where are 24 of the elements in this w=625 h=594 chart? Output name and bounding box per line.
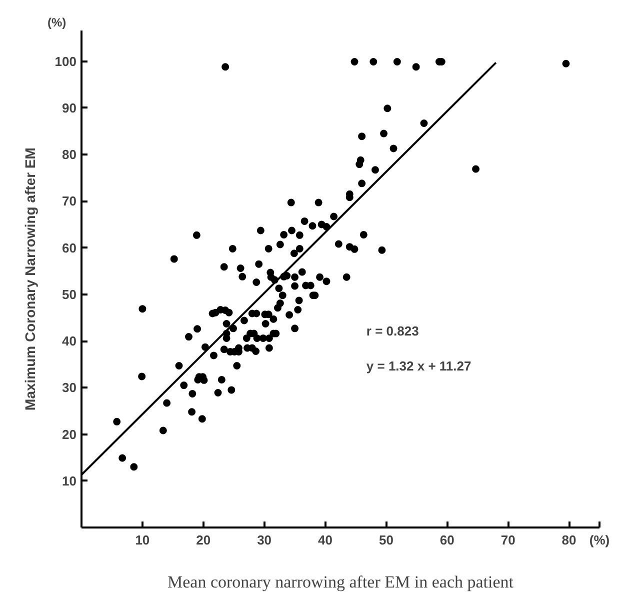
- y-tick-label: 40: [62, 334, 77, 349]
- y-tick-label: 30: [62, 380, 77, 396]
- x-tick-label: 20: [196, 532, 211, 548]
- x-tick-label: 80: [562, 532, 576, 548]
- text: (%): [48, 16, 66, 30]
- x-tick-label: 60: [440, 532, 454, 548]
- x-tick-label: 70: [500, 532, 516, 548]
- y-tick-label: 50: [62, 286, 77, 302]
- annotation: y = 1.32 x + 11.27: [366, 358, 472, 374]
- x-tick-label: 30: [257, 532, 272, 548]
- x-tick-label: 40: [318, 532, 333, 548]
- y-axis-title: Maximum Coronary Narrowing after EM: [22, 148, 38, 410]
- y-tick-label: 70: [62, 194, 77, 209]
- annotation: r = 0.823: [366, 324, 419, 339]
- y-tick-label: 80: [62, 147, 77, 162]
- x-tick-label: (%): [589, 532, 610, 548]
- y-tick-label: 60: [62, 240, 77, 256]
- x-axis-title: Mean coronary narrowing after EM in each patient: [168, 572, 514, 592]
- y-tick-label: 100: [54, 54, 77, 69]
- y-tick-label: 20: [62, 426, 77, 442]
- x-tick-label: 50: [378, 532, 394, 548]
- y-tick-label: 10: [62, 473, 77, 488]
- y-tick-label: 90: [62, 100, 77, 116]
- x-tick-label: 10: [135, 532, 150, 548]
